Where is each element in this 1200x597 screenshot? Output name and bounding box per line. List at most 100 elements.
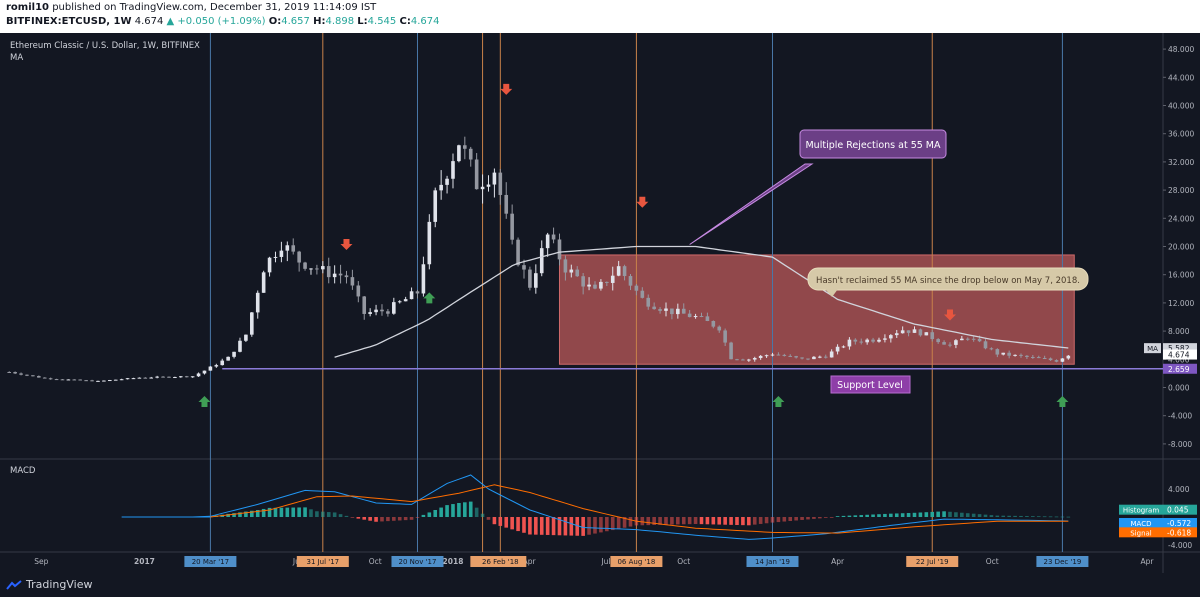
candle-body [202, 370, 207, 374]
macd-histogram-bar [894, 513, 899, 517]
candle-body [457, 145, 461, 162]
rejection-callout-box [799, 129, 947, 159]
macd-histogram-bar [344, 515, 349, 517]
marker-date-badge-bg [474, 556, 527, 567]
macd-histogram-bar [1048, 516, 1053, 518]
macd-histogram-bar [309, 509, 313, 517]
down-arrow-icon [943, 309, 956, 321]
candle-body [841, 346, 846, 348]
down-arrow-icon [500, 83, 513, 95]
candle-body [250, 312, 254, 335]
ma-legend-label: MA [10, 53, 23, 63]
macd-histogram-bar [486, 517, 491, 520]
macd-histogram-bar [255, 510, 260, 517]
candle-body [362, 296, 367, 314]
support-label-text: Support Level [837, 380, 903, 391]
candle-body [823, 356, 828, 358]
macd-badge-value: -0.572 [1167, 519, 1191, 528]
macd-histogram-bar [350, 517, 355, 518]
price-chart[interactable]: Multiple Rejections at 55 MA Hasn't recla… [0, 33, 1200, 573]
price-tick-label: 48.000 [1168, 45, 1194, 54]
macd-histogram-bar [646, 517, 651, 526]
price-tick-label: 4.000 [1168, 355, 1190, 364]
candle-body [72, 379, 77, 381]
macd-histogram-bar [788, 517, 793, 522]
candle-body [640, 290, 645, 298]
reclaim-callout-box [807, 267, 1089, 291]
candle-body [409, 291, 414, 300]
candle-body [90, 380, 94, 382]
macd-histogram-bar [474, 507, 479, 517]
macd-histogram-bar [687, 517, 692, 525]
support-price-badge-bg [1163, 363, 1197, 374]
candle-body [853, 339, 858, 342]
candle-body [930, 332, 935, 340]
candle-body [1060, 358, 1065, 362]
candle-body [1031, 356, 1035, 358]
candle-body [291, 245, 296, 252]
candle-body [593, 284, 597, 289]
macd-histogram-bar [664, 517, 668, 525]
macd-histogram-bar [1007, 515, 1011, 517]
symbol-name: BITFINEX:ETCUSD, 1W [6, 16, 132, 27]
candle-body [1007, 352, 1011, 356]
candle-body [924, 332, 929, 336]
marker-date-badge: 06 Aug '18 [617, 558, 655, 566]
low-value: 4.545 [367, 16, 397, 27]
candle-body [220, 360, 225, 366]
candle-body [368, 312, 372, 314]
last-price-badge-bg [1163, 349, 1197, 360]
candle-body [60, 379, 65, 381]
candle-body [575, 269, 580, 277]
candle-body [468, 148, 473, 160]
macd-histogram-bar [338, 514, 343, 517]
candle-body [285, 245, 290, 251]
macd-histogram-bar [918, 512, 923, 517]
macd-histogram-bar [640, 517, 645, 526]
candle-body [492, 172, 497, 185]
tradingview-logo[interactable]: TradingView [6, 578, 92, 591]
candle-body [723, 330, 727, 343]
candle-body [297, 251, 301, 263]
macd-histogram-bar [557, 517, 562, 536]
candle-body [403, 299, 408, 302]
histogram-badge-tag-bg [1119, 504, 1163, 515]
ma-badge-tag-bg [1144, 343, 1161, 354]
time-tick-label: Jul [600, 557, 610, 566]
candle-body [758, 355, 763, 359]
candle-body [912, 329, 917, 333]
candle-body [125, 378, 130, 380]
author-name[interactable]: romil10 [6, 2, 49, 13]
macd-histogram-bar [983, 514, 988, 517]
macd-histogram-bar [1031, 516, 1035, 517]
candle-body [1054, 360, 1059, 362]
macd-histogram-bar [593, 517, 597, 534]
candle-body [421, 264, 426, 294]
macd-histogram-bar [741, 517, 745, 526]
candle-body [658, 309, 662, 311]
signal-badge-tag: Signal [1130, 529, 1152, 537]
low-label: L: [357, 16, 368, 27]
candle-body [883, 338, 887, 340]
macd-histogram-bar [723, 517, 727, 525]
macd-histogram-bar [1042, 516, 1047, 518]
marker-date-badge-bg [296, 556, 349, 567]
macd-histogram-bar [1066, 516, 1071, 518]
macd-histogram-bar [374, 517, 378, 522]
candle-body [25, 374, 29, 376]
candle-body [829, 351, 834, 358]
ma-price-badge-bg [1163, 343, 1197, 354]
candle-body [344, 275, 349, 278]
macd-histogram-bar [392, 517, 396, 521]
macd-histogram-bar [581, 517, 585, 536]
marker-date-badge: 23 Dec '19 [1044, 558, 1082, 566]
candle-body [1001, 352, 1006, 355]
down-arrow-icon [636, 196, 649, 208]
candle-body [800, 357, 804, 359]
macd-histogram-bar [948, 511, 952, 517]
macd-histogram-bar [1001, 515, 1006, 517]
candle-body [1025, 355, 1029, 357]
macd-histogram-bar [936, 511, 940, 517]
marker-date-badge: 20 Mar '17 [192, 558, 229, 566]
macd-histogram-bar [1019, 515, 1023, 517]
